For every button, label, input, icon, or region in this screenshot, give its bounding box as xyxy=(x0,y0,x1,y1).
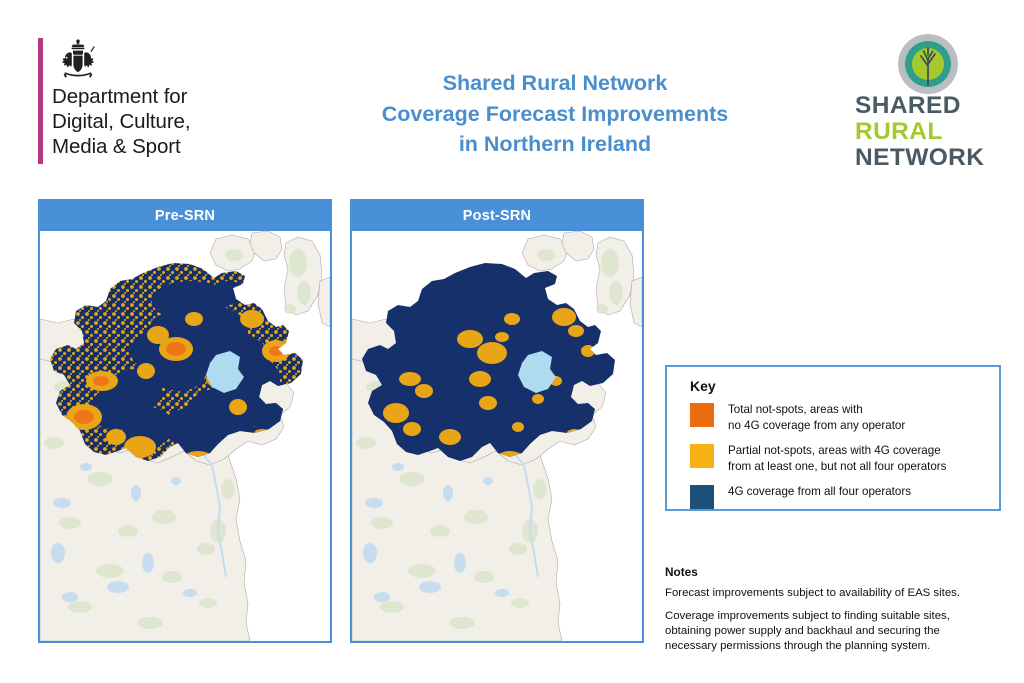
map-body-post-srn[interactable] xyxy=(352,231,642,641)
srn-word-network: NETWORK xyxy=(855,144,985,171)
key-item-line-1: Total not-spots, areas with xyxy=(728,403,863,416)
full-coverage-swatch xyxy=(690,485,714,509)
dcms-logo: Department for Digital, Culture, Media &… xyxy=(38,36,268,166)
department-line-1: Department for xyxy=(52,85,188,108)
lough-neagh xyxy=(518,351,556,393)
total-not-spots-swatch xyxy=(690,403,714,427)
map-panel-post-srn: Post-SRN xyxy=(350,199,644,643)
note-paragraph: Forecast improvements subject to availab… xyxy=(665,586,1005,601)
royal-coat-of-arms-icon xyxy=(52,38,104,82)
page-title-line-1: Shared Rural Network xyxy=(442,71,668,95)
department-line-2: Digital, Culture, xyxy=(52,110,191,133)
partial-not-spots-swatch xyxy=(690,444,714,468)
key-item-line-1: 4G coverage from all four operators xyxy=(728,485,912,498)
page-title: Shared Rural Network Coverage Forecast I… xyxy=(300,68,810,160)
key-item-line-2: no 4G coverage from any operator xyxy=(728,418,906,432)
map-header-post-srn: Post-SRN xyxy=(352,201,642,231)
key-item-line-1: Partial not-spots, areas with 4G coverag… xyxy=(728,444,941,457)
key-item-label: Total not-spots, areas with no 4G covera… xyxy=(728,402,905,433)
map-key: Key Total not-spots, areas with no 4G co… xyxy=(665,365,1001,511)
page-title-line-2: Coverage Forecast Improvements xyxy=(381,101,729,126)
tree-in-concentric-circles-icon xyxy=(897,33,959,95)
note-line: obtaining power supply and backhaul and … xyxy=(665,625,940,637)
lough-neagh xyxy=(206,351,244,393)
page-title-line-3: in Northern Ireland xyxy=(458,132,652,156)
department-line-3: Media & Sport xyxy=(52,135,181,158)
note-line: Forecast improvements subject to availab… xyxy=(665,587,961,599)
srn-wordmark: SHARED RURAL NETWORK xyxy=(855,93,1000,171)
note-line: Coverage improvements subject to finding… xyxy=(665,610,950,622)
key-item-label: Partial not-spots, areas with 4G coverag… xyxy=(728,443,946,474)
key-item-partial-not-spots: Partial not-spots, areas with 4G coverag… xyxy=(690,443,946,474)
srn-word-shared: SHARED xyxy=(855,92,961,119)
map-header-pre-srn: Pre-SRN xyxy=(40,201,330,231)
water-features xyxy=(363,452,539,602)
department-name: Department for Digital, Culture, Media &… xyxy=(52,84,267,159)
shared-rural-network-logo: SHARED RURAL NETWORK xyxy=(855,33,1000,171)
key-item-line-2: from at least one, but not all four oper… xyxy=(728,459,947,473)
map-body-pre-srn[interactable] xyxy=(40,231,330,641)
map-panel-pre-srn: Pre-SRN xyxy=(38,199,332,643)
notes-title: Notes xyxy=(665,565,698,579)
key-item-label: 4G coverage from all four operators xyxy=(728,484,911,500)
note-line: necessary permissions through the planni… xyxy=(665,640,931,652)
srn-word-rural: RURAL xyxy=(855,118,943,145)
key-item-total-not-spots: Total not-spots, areas with no 4G covera… xyxy=(690,402,905,433)
key-item-full-coverage: 4G coverage from all four operators xyxy=(690,484,911,509)
note-paragraph: Coverage improvements subject to finding… xyxy=(665,609,1005,654)
notes-section: Notes Forecast improvements subject to a… xyxy=(665,565,1005,662)
water-features xyxy=(51,452,227,602)
key-title: Key xyxy=(690,378,716,394)
dcms-accent-bar xyxy=(38,38,43,164)
